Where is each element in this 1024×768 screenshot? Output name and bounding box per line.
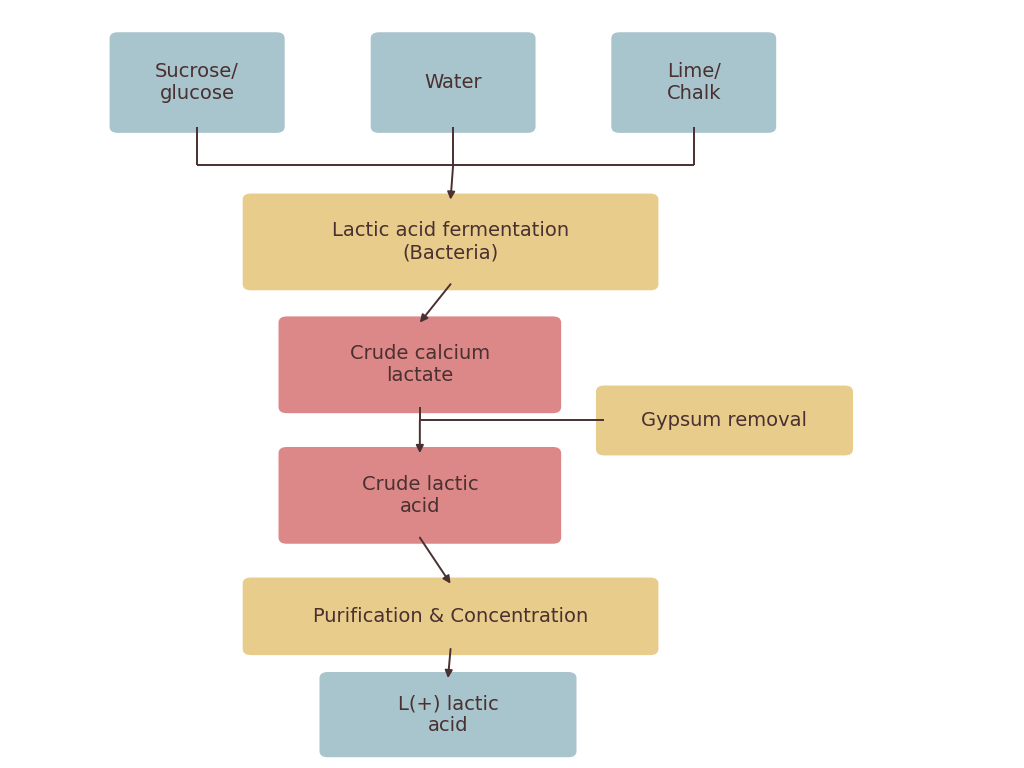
FancyBboxPatch shape — [371, 32, 536, 133]
FancyBboxPatch shape — [279, 316, 561, 413]
Text: Crude lactic
acid: Crude lactic acid — [361, 475, 478, 516]
FancyBboxPatch shape — [596, 386, 853, 455]
FancyBboxPatch shape — [243, 578, 658, 655]
Text: Purification & Concentration: Purification & Concentration — [313, 607, 588, 626]
FancyBboxPatch shape — [243, 194, 658, 290]
FancyBboxPatch shape — [110, 32, 285, 133]
Text: Sucrose/
glucose: Sucrose/ glucose — [156, 62, 239, 103]
Text: Gypsum removal: Gypsum removal — [641, 411, 808, 430]
Text: L(+) lactic
acid: L(+) lactic acid — [397, 694, 499, 735]
Text: Water: Water — [424, 73, 482, 92]
FancyBboxPatch shape — [279, 447, 561, 544]
Text: Crude calcium
lactate: Crude calcium lactate — [350, 344, 489, 386]
Text: Lime/
Chalk: Lime/ Chalk — [667, 62, 721, 103]
FancyBboxPatch shape — [611, 32, 776, 133]
FancyBboxPatch shape — [319, 672, 577, 757]
Text: Lactic acid fermentation
(Bacteria): Lactic acid fermentation (Bacteria) — [332, 221, 569, 263]
